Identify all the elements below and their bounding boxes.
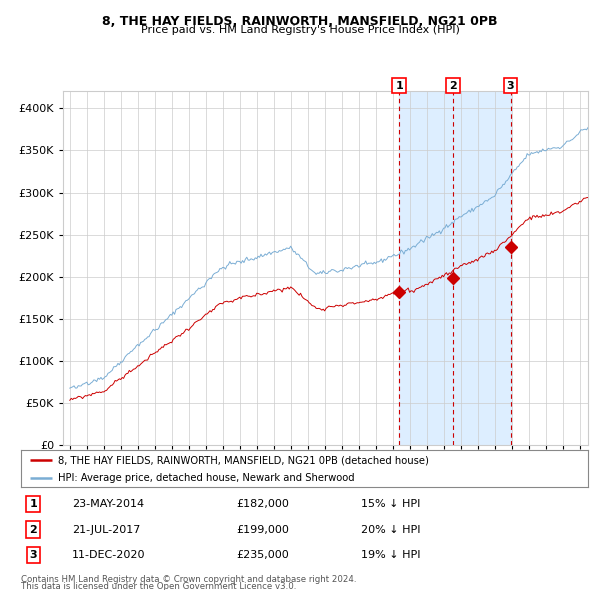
Text: Price paid vs. HM Land Registry's House Price Index (HPI): Price paid vs. HM Land Registry's House …: [140, 25, 460, 35]
Text: £199,000: £199,000: [236, 525, 289, 535]
Text: 8, THE HAY FIELDS, RAINWORTH, MANSFIELD, NG21 0PB: 8, THE HAY FIELDS, RAINWORTH, MANSFIELD,…: [102, 15, 498, 28]
Text: Contains HM Land Registry data © Crown copyright and database right 2024.: Contains HM Land Registry data © Crown c…: [21, 575, 356, 584]
Text: £182,000: £182,000: [236, 499, 289, 509]
Text: 2: 2: [449, 81, 457, 90]
Text: 3: 3: [507, 81, 514, 90]
Text: 23-MAY-2014: 23-MAY-2014: [72, 499, 144, 509]
Text: This data is licensed under the Open Government Licence v3.0.: This data is licensed under the Open Gov…: [21, 582, 296, 590]
Text: 15% ↓ HPI: 15% ↓ HPI: [361, 499, 421, 509]
Text: 1: 1: [395, 81, 403, 90]
Text: 8, THE HAY FIELDS, RAINWORTH, MANSFIELD, NG21 0PB (detached house): 8, THE HAY FIELDS, RAINWORTH, MANSFIELD,…: [58, 455, 429, 466]
Text: 11-DEC-2020: 11-DEC-2020: [72, 550, 146, 560]
Text: 2: 2: [29, 525, 37, 535]
Text: 3: 3: [29, 550, 37, 560]
Bar: [399, 91, 511, 445]
Text: 19% ↓ HPI: 19% ↓ HPI: [361, 550, 421, 560]
Text: 20% ↓ HPI: 20% ↓ HPI: [361, 525, 421, 535]
Text: HPI: Average price, detached house, Newark and Sherwood: HPI: Average price, detached house, Newa…: [58, 473, 355, 483]
Text: 21-JUL-2017: 21-JUL-2017: [72, 525, 140, 535]
Text: 1: 1: [29, 499, 37, 509]
Text: £235,000: £235,000: [236, 550, 289, 560]
